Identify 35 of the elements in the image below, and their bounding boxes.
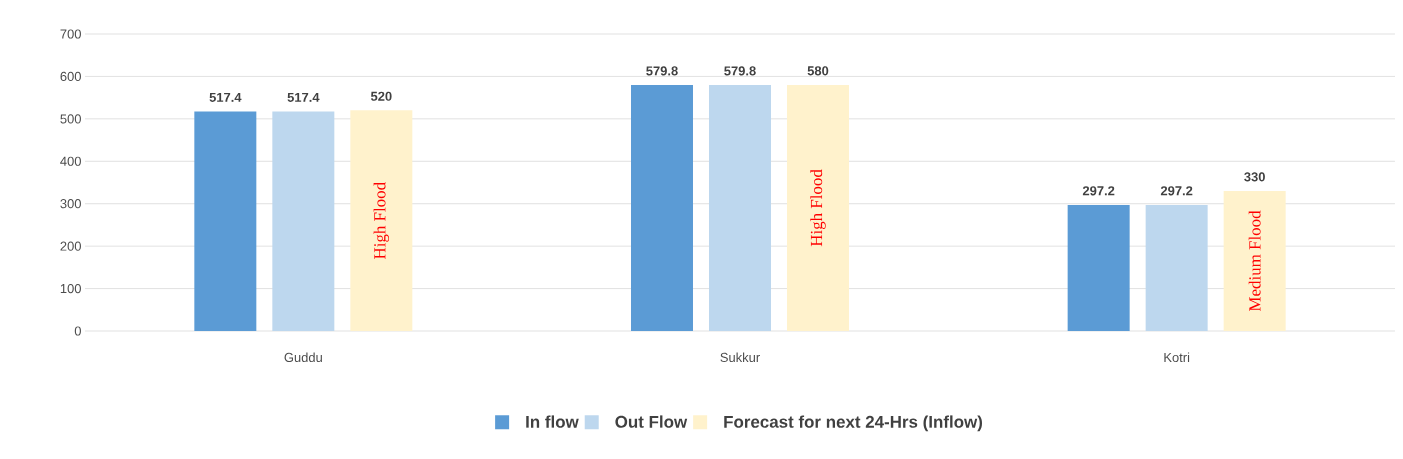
- y-tick-label: 400: [60, 156, 81, 166]
- data-label: 297.2: [1082, 186, 1115, 196]
- legend-label: Out Flow: [615, 415, 688, 428]
- y-tick-label: 100: [60, 283, 81, 294]
- bar: [1223, 190, 1286, 331]
- data-label: 580: [807, 66, 829, 76]
- y-tick-label: 500: [60, 114, 81, 124]
- bar: [630, 85, 693, 331]
- y-tick-label: 600: [60, 71, 81, 82]
- bar: [786, 84, 849, 331]
- bar: [350, 110, 413, 331]
- bar: [1145, 204, 1208, 331]
- annotation: Medium Flood: [1248, 210, 1261, 312]
- x-tick-label: Kotri: [1164, 352, 1190, 363]
- data-label: 330: [1244, 172, 1265, 182]
- bar: [708, 85, 771, 331]
- annotation: High Flood: [810, 169, 826, 247]
- bar: [1067, 204, 1130, 331]
- data-label: 517.4: [287, 92, 320, 102]
- y-tick-label: 0: [74, 326, 81, 336]
- bar: [272, 111, 335, 331]
- data-label: 579.8: [724, 66, 756, 76]
- data-label: 520: [370, 91, 392, 101]
- y-tick-label: 300: [60, 199, 81, 209]
- legend-label: Forecast for next 24-Hrs (Inflow): [724, 415, 983, 432]
- data-label: 579.8: [646, 66, 678, 76]
- annotation: High Flood: [373, 182, 390, 260]
- x-tick-label: Sukkur: [720, 352, 760, 363]
- data-label: 297.2: [1160, 186, 1193, 196]
- y-tick-label: 700: [60, 29, 81, 39]
- y-tick-label: 200: [60, 241, 81, 251]
- bar: [194, 111, 257, 331]
- x-tick-label: Guddu: [284, 352, 322, 363]
- legend-label: In flow: [526, 415, 579, 428]
- data-label: 517.4: [209, 92, 242, 102]
